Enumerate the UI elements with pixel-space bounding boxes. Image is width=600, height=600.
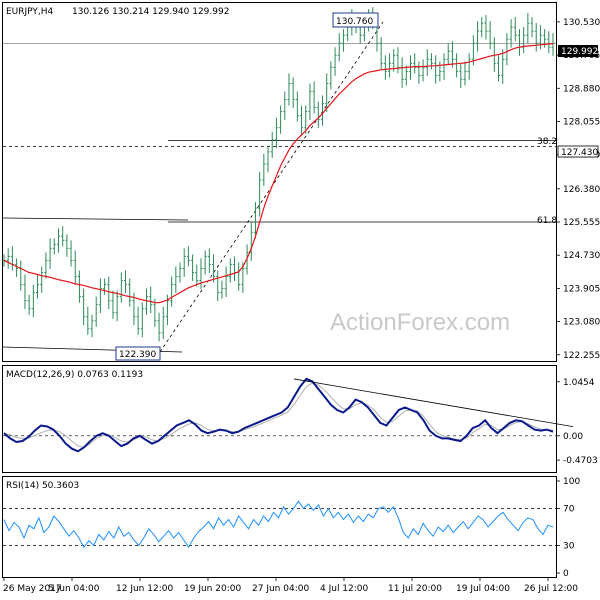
svg-text:130.760: 130.760 [336,17,373,27]
time-tick-label: 11 Jul 20:00 [388,584,442,594]
price-tick-label: 123.905 [563,284,600,294]
rsi-title: RSI(14) 50.3603 [6,481,79,491]
price-tick-label: 128.055 [563,117,600,127]
fib-61-label: 61.8 [537,216,557,226]
time-tick-label: 12 Jun 12:00 [116,584,173,594]
time-tick-label: 27 Jun 04:00 [252,584,309,594]
svg-text:127.430: 127.430 [561,148,598,158]
svg-text:122.390: 122.390 [119,350,156,360]
upper-channel-line [2,217,189,221]
price-tick-label: 130.530 [563,18,600,28]
time-tick-label: 19 Jun 20:00 [184,584,241,594]
macd-tick-label: 0.00 [563,432,583,442]
level-tag: 127.430 [557,145,598,158]
low-label: 122.390 [115,346,161,361]
rsi-tick-label: 30 [563,541,575,551]
price-tick-label: 128.880 [563,84,600,94]
price-series [2,7,556,353]
macd-trendline [293,378,574,428]
macd-tick-label: -0.4703 [563,456,598,466]
rsi-series [3,500,556,549]
macd-signal-line [3,382,554,448]
time-tick-label: 26 Jul 12:00 [524,584,578,594]
price-tick-label: 123.080 [563,318,600,328]
price-panel-frame [2,2,557,362]
watermark: ActionForex.com [330,309,510,336]
price-tick-label: 125.555 [563,218,600,228]
macd-series [3,377,574,453]
time-tick-label: 26 May 2017 [3,584,62,594]
rsi-panel-frame [2,476,557,578]
axes: 130.530129.705128.880128.055127.230126.3… [3,18,600,594]
rsi-tick-label: 0 [563,569,569,579]
fib-38-label: 38.2 [537,137,557,147]
time-tick-label: 4 Jul 12:00 [320,584,369,594]
price-tick-label: 126.380 [563,185,600,195]
ohlc-readout: 130.126 130.214 129.940 129.992 [72,7,229,17]
rsi-tick-label: 70 [563,505,575,515]
time-tick-label: 5 Jun 04:00 [48,584,100,594]
price-tick-label: 124.730 [563,251,600,261]
macd-tick-label: 1.0454 [563,378,595,388]
macd-panel-frame [2,365,557,473]
rsi-line [3,500,554,549]
time-tick-label: 19 Jul 04:00 [456,584,510,594]
moving-average-line [3,43,554,304]
rsi-tick-label: 100 [563,477,580,487]
high-label: 130.760 [332,12,379,28]
macd-title: MACD(12,26,9) 0.0763 0.1193 [6,370,143,380]
price-tick-label: 122.255 [563,351,600,361]
svg-text:129.992: 129.992 [561,47,598,57]
last-price-tag: 129.992 [558,45,598,57]
chart-title: EURJPY,H4 [6,7,54,17]
macd-line [3,377,554,453]
